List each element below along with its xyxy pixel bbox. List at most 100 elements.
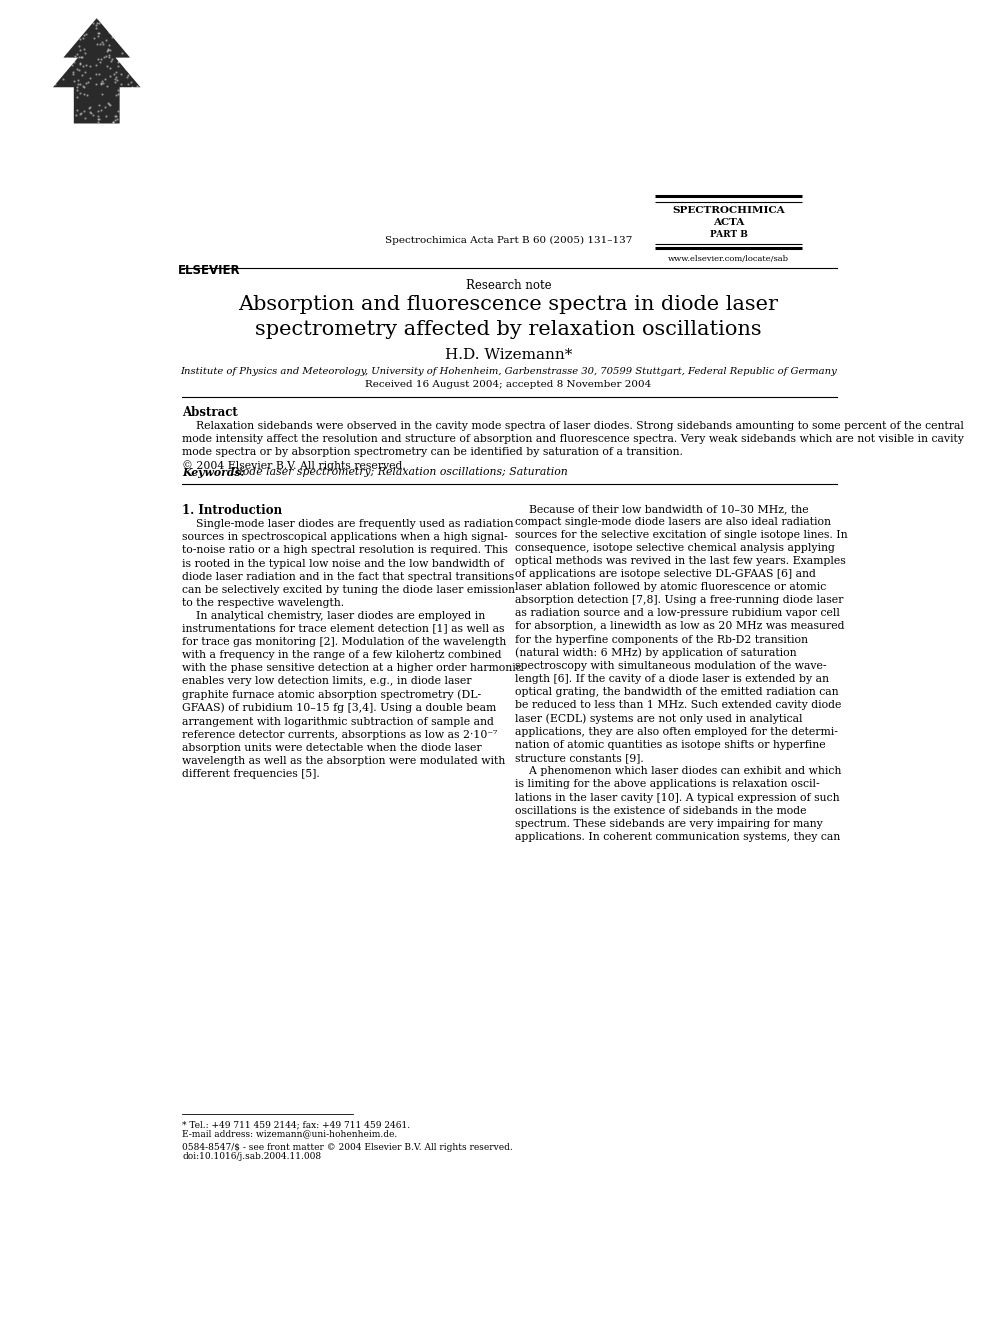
Point (118, 53, 134, 74)
Text: Single-mode laser diodes are frequently used as radiation
sources in spectroscop: Single-mode laser diodes are frequently … (183, 520, 522, 779)
Text: Received 16 August 2004; accepted 8 November 2004: Received 16 August 2004; accepted 8 Nove… (365, 380, 652, 389)
Point (73, 9, 89, 30)
Point (122, 54, 138, 75)
Point (45, 95, 61, 116)
Point (118, 108, 134, 130)
Point (101, 17, 117, 38)
Point (104, 48, 120, 69)
Point (90, 101, 106, 122)
Point (115, 9, 131, 30)
Point (130, 99, 146, 120)
Point (54, 8, 69, 29)
Point (92, 52, 108, 73)
Text: PART B: PART B (709, 230, 747, 239)
Point (114, 102, 130, 123)
Point (51, 48, 66, 69)
Point (78, 85, 94, 106)
Point (88, 17, 104, 38)
Point (106, 64, 122, 85)
Point (123, 20, 139, 41)
Point (108, 26, 124, 48)
Point (116, 28, 132, 49)
Point (47, 73, 62, 94)
Point (65, 9, 81, 30)
Point (47, 87, 62, 108)
Point (128, 45, 144, 66)
Point (70, 74, 86, 95)
Text: Absorption and fluorescence spectra in diode laser
spectrometry affected by rela: Absorption and fluorescence spectra in d… (238, 295, 779, 339)
Point (107, 69, 123, 90)
Point (90, 49, 106, 70)
Point (69, 58, 85, 79)
Text: H.D. Wizemann*: H.D. Wizemann* (444, 348, 572, 363)
Point (62, 21, 78, 42)
Point (89, 25, 105, 46)
Point (72, 38, 88, 60)
Point (71, 54, 87, 75)
Point (108, 66, 124, 87)
Point (118, 30, 134, 52)
Point (72, 73, 88, 94)
Point (93, 48, 109, 69)
Point (49, 110, 64, 131)
Point (118, 58, 134, 79)
Point (126, 95, 142, 116)
Point (99, 9, 115, 30)
Point (118, 29, 134, 50)
Point (101, 21, 117, 42)
Point (63, 107, 79, 128)
Point (51, 65, 66, 86)
Point (126, 29, 142, 50)
Point (97, 97, 113, 118)
Point (117, 82, 133, 103)
Point (50, 57, 65, 78)
Point (127, 30, 143, 52)
Point (101, 34, 117, 56)
Point (131, 49, 147, 70)
Point (129, 65, 145, 86)
Point (117, 98, 133, 119)
Point (114, 77, 130, 98)
Point (67, 45, 83, 66)
Point (78, 71, 94, 93)
Point (120, 73, 136, 94)
Point (47, 13, 62, 34)
Point (68, 13, 84, 34)
Point (71, 46, 87, 67)
Point (119, 66, 135, 87)
Point (73, 64, 89, 85)
Point (68, 99, 84, 120)
Point (103, 15, 119, 36)
Point (51, 78, 66, 99)
Point (132, 105, 148, 126)
Point (48, 58, 63, 79)
Point (73, 46, 89, 67)
Point (82, 56, 98, 77)
Point (46, 87, 62, 108)
Point (110, 83, 126, 105)
Point (107, 110, 123, 131)
Point (64, 19, 80, 40)
Point (110, 56, 126, 77)
Point (56, 69, 71, 90)
Point (64, 107, 80, 128)
Point (127, 67, 143, 89)
Point (44, 48, 60, 69)
Text: 0584-8547/$ - see front matter © 2004 Elsevier B.V. All rights reserved.: 0584-8547/$ - see front matter © 2004 El… (183, 1143, 513, 1152)
Text: Keywords:: Keywords: (183, 467, 245, 479)
Point (51, 12, 66, 33)
Point (108, 85, 124, 106)
Point (94, 70, 110, 91)
Point (125, 65, 141, 86)
Point (109, 108, 125, 130)
Point (51, 38, 66, 60)
Point (123, 79, 139, 101)
Point (135, 106, 151, 127)
Point (55, 58, 70, 79)
Point (100, 40, 116, 61)
Point (59, 99, 74, 120)
Point (66, 71, 82, 93)
Point (124, 66, 140, 87)
Point (104, 19, 120, 40)
Point (44, 11, 60, 32)
